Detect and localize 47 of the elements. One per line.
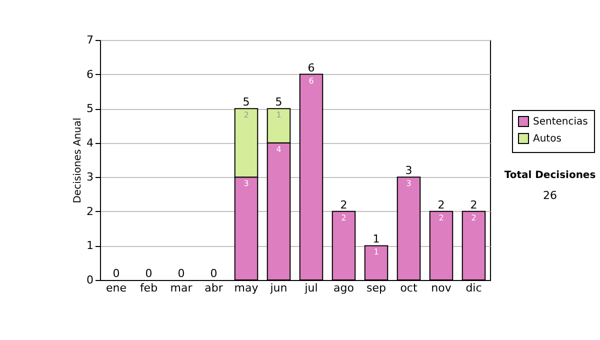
y-tick-label: 7 [86,34,94,46]
total-label: 0 [112,267,120,280]
data-label: 3 [244,179,249,188]
data-label: 6 [308,76,314,86]
text: 26 [542,189,558,202]
total-label: 2 [340,198,348,212]
data-label: 2 [341,213,346,222]
total-label: 6 [308,61,315,74]
x-tick-label: feb [140,282,158,294]
total-label: 2 [470,198,478,212]
y-tick-label: 4 [86,136,94,150]
data-label: 1 [276,110,282,120]
x-tick-label: jul [304,282,318,294]
x-tick-label: oct [400,282,418,294]
y-tick-label: 6 [86,68,94,81]
data-label: 4 [276,144,282,154]
x-tick-label: nov [431,282,452,294]
y-tick-label: 1 [86,239,94,252]
total-label: 0 [178,267,185,280]
total-label: 5 [275,96,282,109]
x-tick-label: may [234,282,259,294]
data-label: 2 [244,110,249,120]
total-label: 0 [145,267,152,280]
y-tick-label: 3 [86,170,94,184]
x-tick-label: ene [106,282,127,294]
total-label: 5 [242,96,250,109]
data-label: 2 [471,213,476,222]
data-label: 2 [438,213,444,222]
y-tick-label: 2 [86,204,94,218]
y-tick-label: 0 [86,274,94,286]
x-tick-label: dic [466,282,482,294]
total-label: 2 [438,198,445,212]
data-label: 3 [406,179,412,188]
x-tick-label: mar [170,282,193,294]
legend-label: Autos [533,134,562,144]
text: Total Decisiones [503,170,597,181]
x-tick-label: sep [366,282,386,294]
legend-label: Sentencias [533,116,588,128]
total-label: 3 [405,164,412,178]
x-tick-label: abr [204,282,224,294]
total-label: 0 [210,267,218,280]
x-tick-label: ago [334,282,354,294]
data-label: 1 [374,248,379,257]
total-label: 1 [372,232,380,246]
x-tick-label: jun [269,282,288,294]
y-axis-title: Decisiones Anual [72,118,84,204]
y-tick-label: 5 [86,102,94,116]
